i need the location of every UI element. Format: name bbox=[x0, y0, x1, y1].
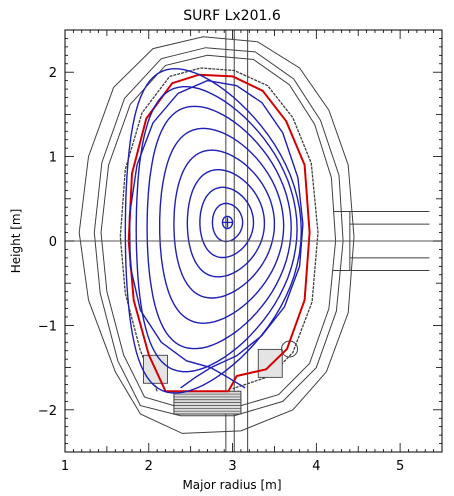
separatrix-line bbox=[128, 79, 304, 369]
flux-surface-8 bbox=[124, 68, 303, 394]
flux-surface-5 bbox=[159, 127, 285, 324]
flux-surface-layer bbox=[124, 68, 304, 394]
outer-boundary-line bbox=[78, 36, 355, 434]
x-tick-label: 1 bbox=[61, 459, 69, 474]
vessel-inner-line bbox=[100, 54, 337, 409]
x-axis-label: Major radius [m] bbox=[182, 478, 281, 492]
x-tick-label: 5 bbox=[396, 459, 404, 474]
y-tick-label: 1 bbox=[49, 151, 57, 166]
coil-block-1 bbox=[257, 348, 283, 378]
flux-surface-7 bbox=[135, 86, 298, 373]
flux-surface-2 bbox=[199, 186, 255, 259]
flux-surface-4 bbox=[173, 149, 276, 299]
chart-title: SURF Lx201.6 bbox=[183, 8, 281, 24]
y-tick-label: 2 bbox=[49, 66, 57, 81]
axes-layer: 1 2 3 4 5 −2 −1 0 1 2 bbox=[38, 29, 443, 474]
divertor-leg-1 bbox=[210, 366, 246, 389]
vessel-outer-line bbox=[93, 47, 344, 417]
x-tick-label: 3 bbox=[228, 459, 236, 474]
flux-surface-0 bbox=[221, 215, 234, 230]
first-wall-line bbox=[127, 73, 311, 393]
flux-surface-3 bbox=[186, 169, 266, 278]
first-wall-layer bbox=[127, 73, 311, 393]
y-tick-label: 0 bbox=[49, 235, 57, 250]
y-axis-label: Height [m] bbox=[9, 209, 23, 274]
x-tick-label: 4 bbox=[312, 459, 320, 474]
divertor-leg-0 bbox=[180, 367, 212, 389]
y-tick-label: −1 bbox=[38, 319, 57, 334]
flux-surface-6 bbox=[146, 105, 292, 350]
flux-surface-1 bbox=[211, 202, 244, 243]
y-tick-label: −2 bbox=[38, 404, 57, 419]
x-tick-label: 2 bbox=[145, 459, 153, 474]
